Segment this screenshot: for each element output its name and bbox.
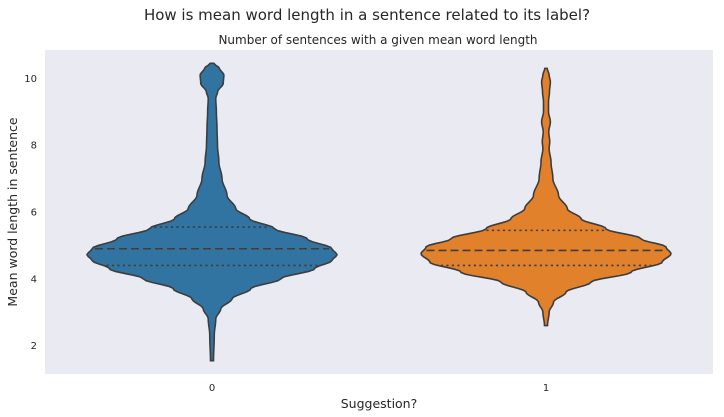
violin-0: [86, 62, 338, 362]
violin-body-0: [86, 62, 338, 362]
violins-group: [86, 62, 672, 362]
y-tick-label-6: 6: [31, 208, 37, 219]
x-tick-label-1: 1: [543, 383, 549, 394]
y-tick-label-4: 4: [31, 274, 37, 285]
y-tick-label-8: 8: [31, 141, 37, 152]
plot-area: [45, 50, 713, 374]
x-axis-label: Suggestion?: [341, 396, 418, 411]
y-axis-label: Mean word length in sentence: [5, 117, 20, 306]
violin-body-1: [420, 67, 672, 327]
chart-title: How is mean word length in a sentence re…: [144, 6, 590, 24]
y-tick-label-2: 2: [31, 341, 37, 352]
violin-1: [420, 67, 672, 327]
x-tick-label-0: 0: [209, 383, 215, 394]
y-ticks: 2 4 6 8 10: [24, 74, 37, 352]
y-tick-label-10: 10: [24, 74, 37, 85]
chart-subtitle: Number of sentences with a given mean wo…: [218, 33, 537, 47]
